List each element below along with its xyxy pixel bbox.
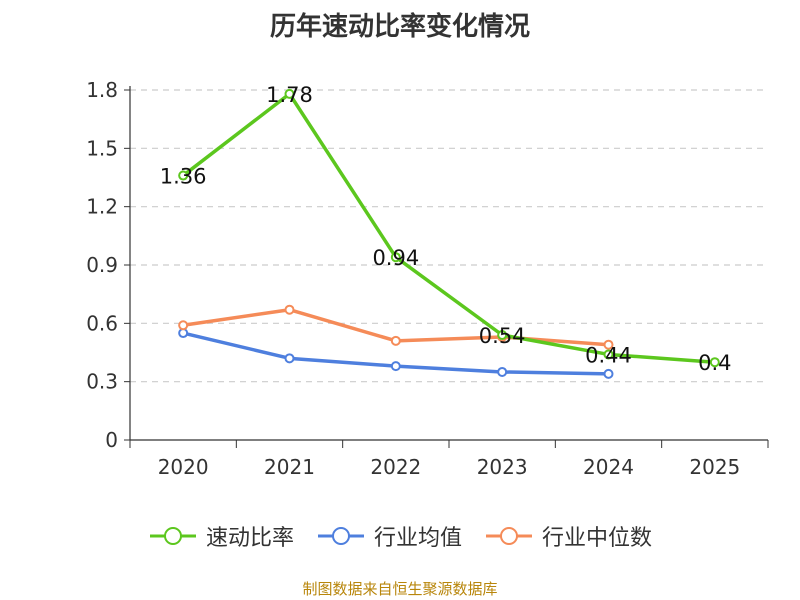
legend-label: 行业中位数	[542, 526, 653, 551]
data-point	[178, 320, 189, 331]
y-tick-label: 1.2	[86, 195, 118, 219]
x-tick-label: 2023	[477, 455, 528, 479]
data-label: 1.78	[266, 83, 313, 107]
chart-title: 历年速动比率变化情况	[269, 12, 530, 42]
y-tick-label: 1.5	[86, 136, 118, 160]
data-point	[603, 339, 614, 350]
x-tick-label: 2024	[583, 455, 634, 479]
legend-label: 速动比率	[205, 526, 294, 551]
x-tick-label: 2025	[689, 455, 740, 479]
data-label: 0.4	[698, 351, 731, 375]
data-point	[603, 349, 614, 360]
legend: 速动比率 行业均值 行业中位数	[0, 520, 800, 552]
legend-label: 行业均值	[373, 526, 462, 551]
x-tick-label: 2021	[264, 455, 315, 479]
legend-item-industry-mean[interactable]: 行业均值	[316, 520, 462, 552]
legend-item-industry-median[interactable]: 行业中位数	[484, 520, 652, 552]
data-label: 0.94	[372, 246, 419, 270]
data-point	[390, 335, 401, 346]
legend-item-quick-ratio[interactable]: 速动比率	[148, 520, 294, 552]
data-point	[284, 353, 295, 364]
series-line	[182, 92, 715, 364]
data-point	[497, 330, 508, 340]
data-point	[709, 357, 720, 368]
y-tick-label: 0	[105, 428, 118, 452]
data-point	[284, 304, 295, 315]
data-label: 0.54	[479, 324, 526, 348]
source-note: 制图数据来自恒生聚源数据库	[302, 580, 498, 598]
data-label: 0.44	[585, 343, 632, 367]
y-tick-label: 0.3	[86, 370, 118, 394]
data-point	[497, 366, 508, 377]
legend-line-icon	[317, 527, 364, 545]
legend-line-icon	[149, 527, 196, 545]
data-point	[603, 368, 614, 379]
data-point	[390, 252, 401, 263]
y-tick-label: 0.6	[86, 311, 118, 335]
data-point	[178, 170, 189, 181]
data-label: 1.36	[160, 165, 207, 189]
legend-line-icon	[486, 527, 532, 545]
data-point	[390, 361, 401, 372]
data-point	[284, 88, 295, 99]
y-tick-label: 1.8	[86, 78, 118, 102]
x-tick-label: 2022	[370, 455, 421, 479]
y-tick-label: 0.9	[86, 253, 118, 277]
x-tick-label: 2020	[158, 455, 209, 479]
